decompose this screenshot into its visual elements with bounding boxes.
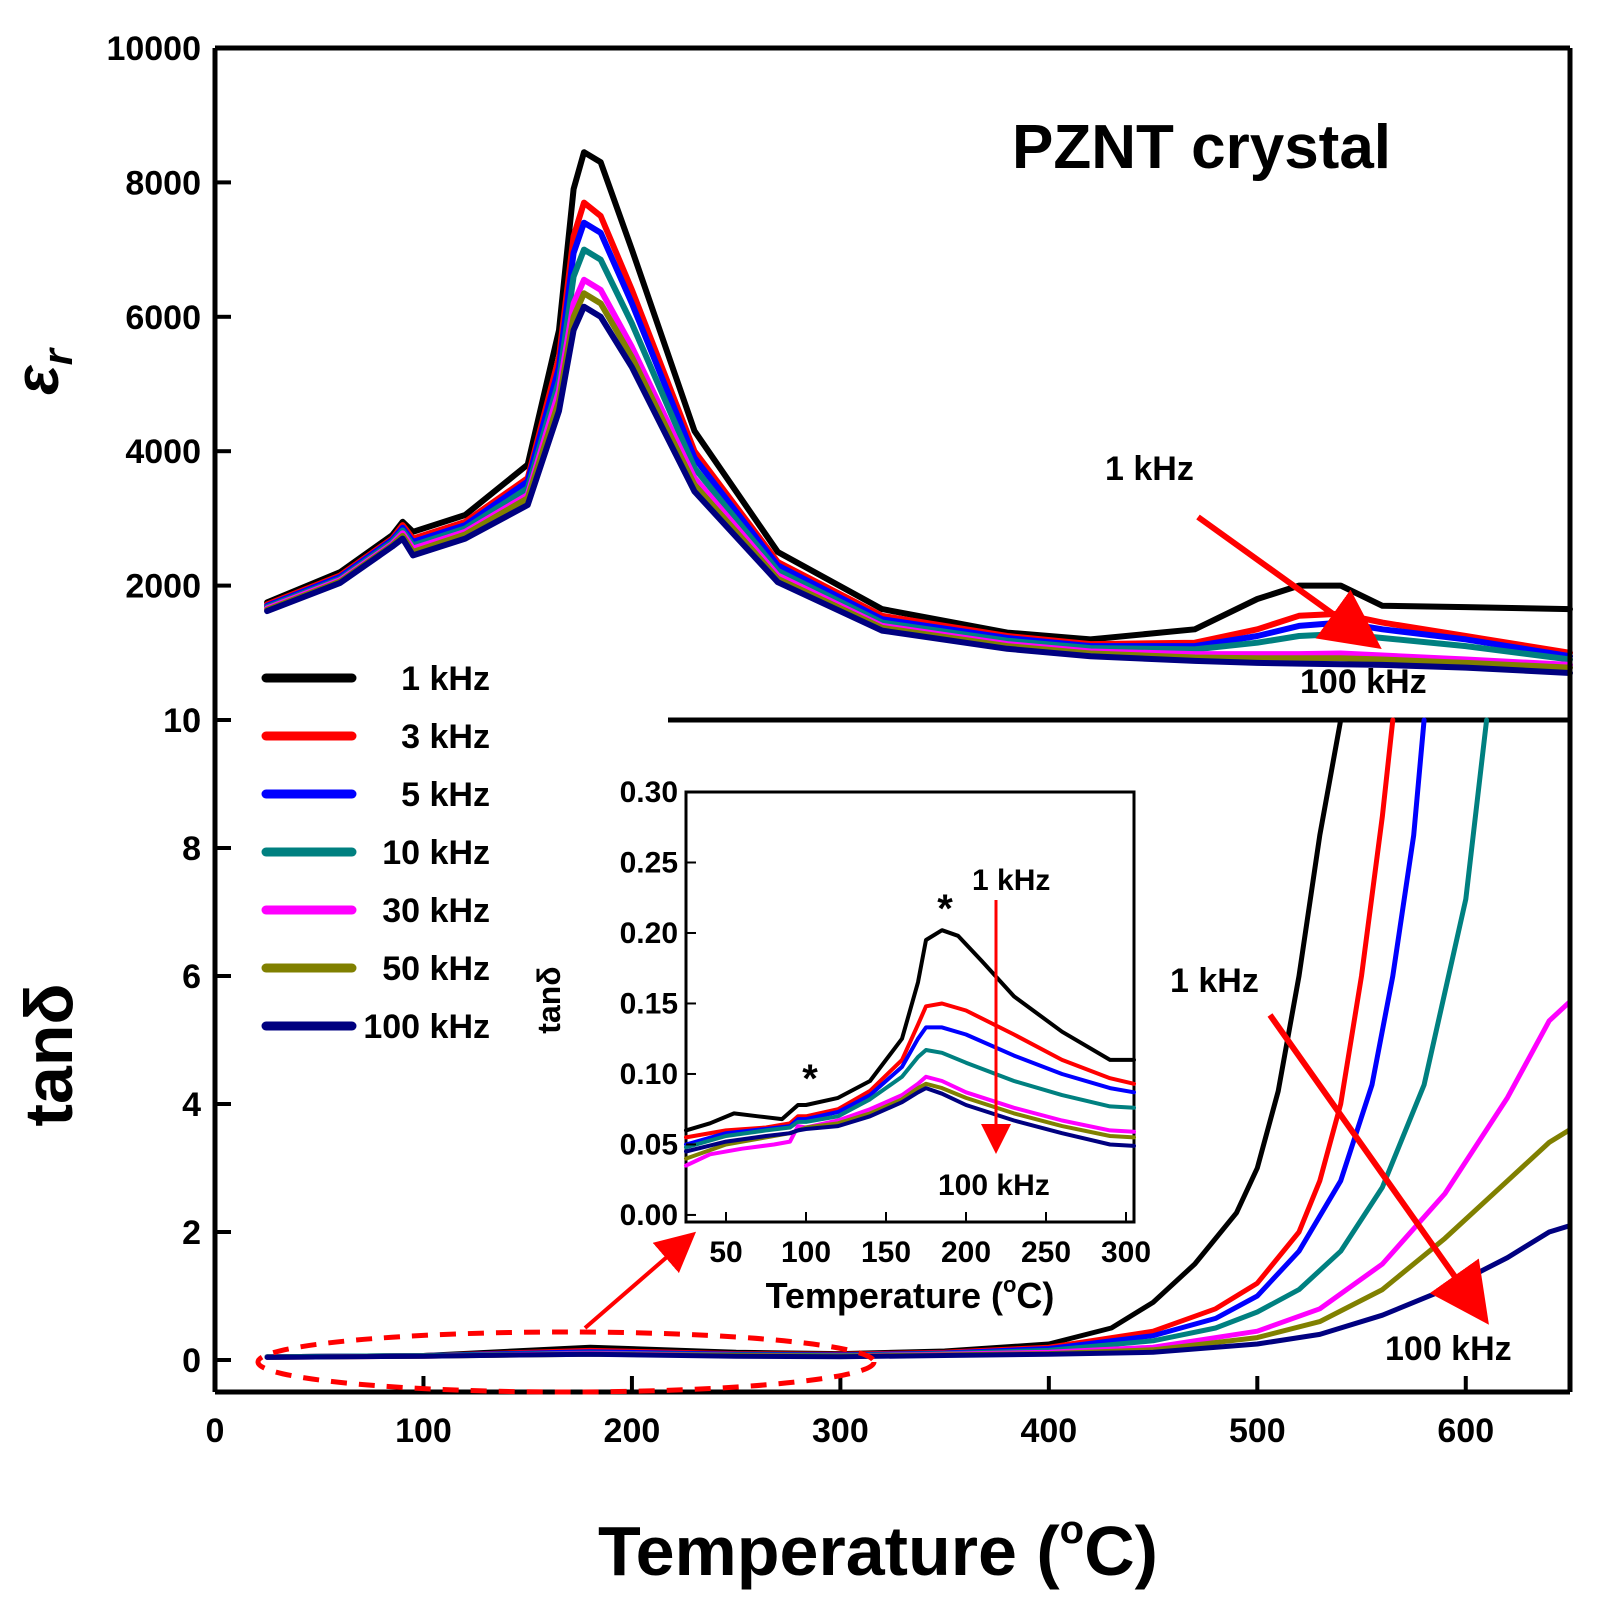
inset-ytick-label: 0.30 <box>620 776 678 809</box>
bottom-frequency-arrow <box>1267 1013 1489 1325</box>
top-y-axis-label: εr <box>3 346 81 395</box>
inset-ytick-label: 0.25 <box>620 846 678 879</box>
inset-panel: 0.00 0.05 0.10 0.15 0.20 0.25 0.30 50 100 150 200… <box>531 776 1151 1316</box>
inset-ytick-label: 0.00 <box>620 1199 678 1232</box>
top-y-ticks: 0 2000 4000 6000 8000 10000 <box>106 30 231 740</box>
inset-ytick-label: 0.15 <box>620 987 678 1020</box>
legend-label-1-khz: 1 kHz <box>401 660 490 698</box>
top-panel: 0 2000 4000 6000 8000 10000 PZNT crystal 1 kH… <box>3 30 1573 740</box>
top-series-50-khz <box>264 290 1573 671</box>
bottom-ytick-label: 0 <box>182 1342 201 1380</box>
bottom-annotation-100khz: 100 kHz <box>1385 1330 1512 1368</box>
top-series-30-khz <box>264 276 1573 668</box>
zoom-arrow <box>583 1231 697 1330</box>
inset-marker-star-1: * <box>802 1057 818 1101</box>
x-label-main: Temperature ( <box>598 1512 1060 1590</box>
inset-x-label-main: Temperature ( <box>766 1275 1003 1316</box>
bottom-xtick-label: 200 <box>604 1412 661 1450</box>
inset-xtick-label: 200 <box>941 1236 991 1269</box>
inset-ytick-label: 0.20 <box>620 917 678 950</box>
top-frequency-arrow <box>1196 514 1382 650</box>
inset-x-ticks: 50 100 150 200 250 300 <box>709 1212 1151 1269</box>
top-ytick-label: 10000 <box>106 30 201 68</box>
legend-label-3-khz: 3 kHz <box>401 718 490 756</box>
legend-label-50-khz: 50 kHz <box>382 950 490 988</box>
highlight-ellipse <box>255 1329 877 1395</box>
bottom-series-group <box>264 717 1573 1360</box>
inset-annotation-100khz: 100 kHz <box>938 1169 1050 1202</box>
bottom-annotation-1khz: 1 kHz <box>1170 962 1259 1000</box>
inset-x-axis-label: Temperature (oC) <box>766 1272 1055 1316</box>
x-axis-label: Temperature (oC) <box>598 1508 1158 1590</box>
legend-label-30-khz: 30 kHz <box>382 892 490 930</box>
bottom-xtick-label: 0 <box>206 1412 225 1450</box>
inset-ytick-label: 0.05 <box>620 1128 678 1161</box>
bottom-xtick-label: 400 <box>1020 1412 1077 1450</box>
inset-xtick-label: 50 <box>709 1236 742 1269</box>
bottom-xtick-label: 600 <box>1437 1412 1494 1450</box>
chart-title: PZNT crystal <box>1012 113 1391 182</box>
inset-x-label-degree: o <box>1003 1272 1016 1297</box>
inset-y-ticks: 0.00 0.05 0.10 0.15 0.20 0.25 0.30 <box>620 776 696 1232</box>
bottom-ytick-label: 2 <box>182 1214 201 1252</box>
legend-label-10-khz: 10 kHz <box>382 834 490 872</box>
inset-series-10-khz <box>684 1048 1136 1150</box>
top-series-1-khz <box>264 149 1573 643</box>
top-annotation-100khz: 100 kHz <box>1300 663 1427 701</box>
bottom-ytick-label: 4 <box>182 1086 201 1124</box>
inset-annotation-1khz: 1 kHz <box>972 864 1050 897</box>
legend-label-5-khz: 5 kHz <box>401 776 490 814</box>
bottom-y-axis-label: tanδ <box>11 983 87 1126</box>
inset-series-30-khz <box>684 1074 1136 1168</box>
inset-xtick-label: 100 <box>781 1236 831 1269</box>
top-series-10-khz <box>264 246 1573 663</box>
top-annotation-1khz: 1 kHz <box>1105 450 1194 488</box>
bottom-ytick-label: 6 <box>182 958 201 996</box>
top-series-100-khz <box>264 303 1573 676</box>
inset-series-group <box>684 928 1136 1168</box>
inset-xtick-label: 150 <box>861 1236 911 1269</box>
legend-label-100-khz: 100 kHz <box>363 1008 490 1046</box>
inset-marker-star-2: * <box>937 887 953 931</box>
top-ytick-label: 8000 <box>125 164 201 202</box>
inset-y-axis-label: tanδ <box>531 966 567 1033</box>
inset-series-3-khz <box>684 1001 1136 1140</box>
inset-xtick-label: 250 <box>1021 1236 1071 1269</box>
x-label-degree: o <box>1060 1508 1084 1552</box>
legend: 1 kHz 3 kHz 5 kHz 10 kHz 30 kHz 50 kHz 100 kHz <box>261 660 490 1046</box>
top-series-5-khz <box>264 219 1573 660</box>
inset-xtick-label: 300 <box>1101 1236 1151 1269</box>
bottom-y-ticks: 0 2 4 6 8 10 <box>163 702 231 1380</box>
top-ytick-label: 2000 <box>125 568 201 606</box>
top-series-group <box>264 149 1573 676</box>
inset-x-label-unit: C) <box>1016 1275 1054 1316</box>
bottom-xtick-label: 500 <box>1229 1412 1286 1450</box>
top-ytick-label: 6000 <box>125 299 201 337</box>
top-series-3-khz <box>264 199 1573 656</box>
top-ytick-label: 0 <box>182 702 201 740</box>
x-label-unit: C) <box>1084 1512 1158 1590</box>
top-y-label-epsilon: ε <box>3 364 72 395</box>
inset-series-1-khz <box>684 928 1136 1133</box>
top-ytick-label: 4000 <box>125 433 201 471</box>
top-y-label-sub: r <box>34 346 81 365</box>
bottom-xtick-label: 100 <box>395 1412 452 1450</box>
inset-ytick-label: 0.10 <box>620 1058 678 1091</box>
bottom-ytick-label: 10 <box>163 702 201 740</box>
inset-series-100-khz <box>684 1086 1136 1154</box>
bottom-xtick-label: 300 <box>812 1412 869 1450</box>
bottom-ytick-label: 8 <box>182 830 201 868</box>
